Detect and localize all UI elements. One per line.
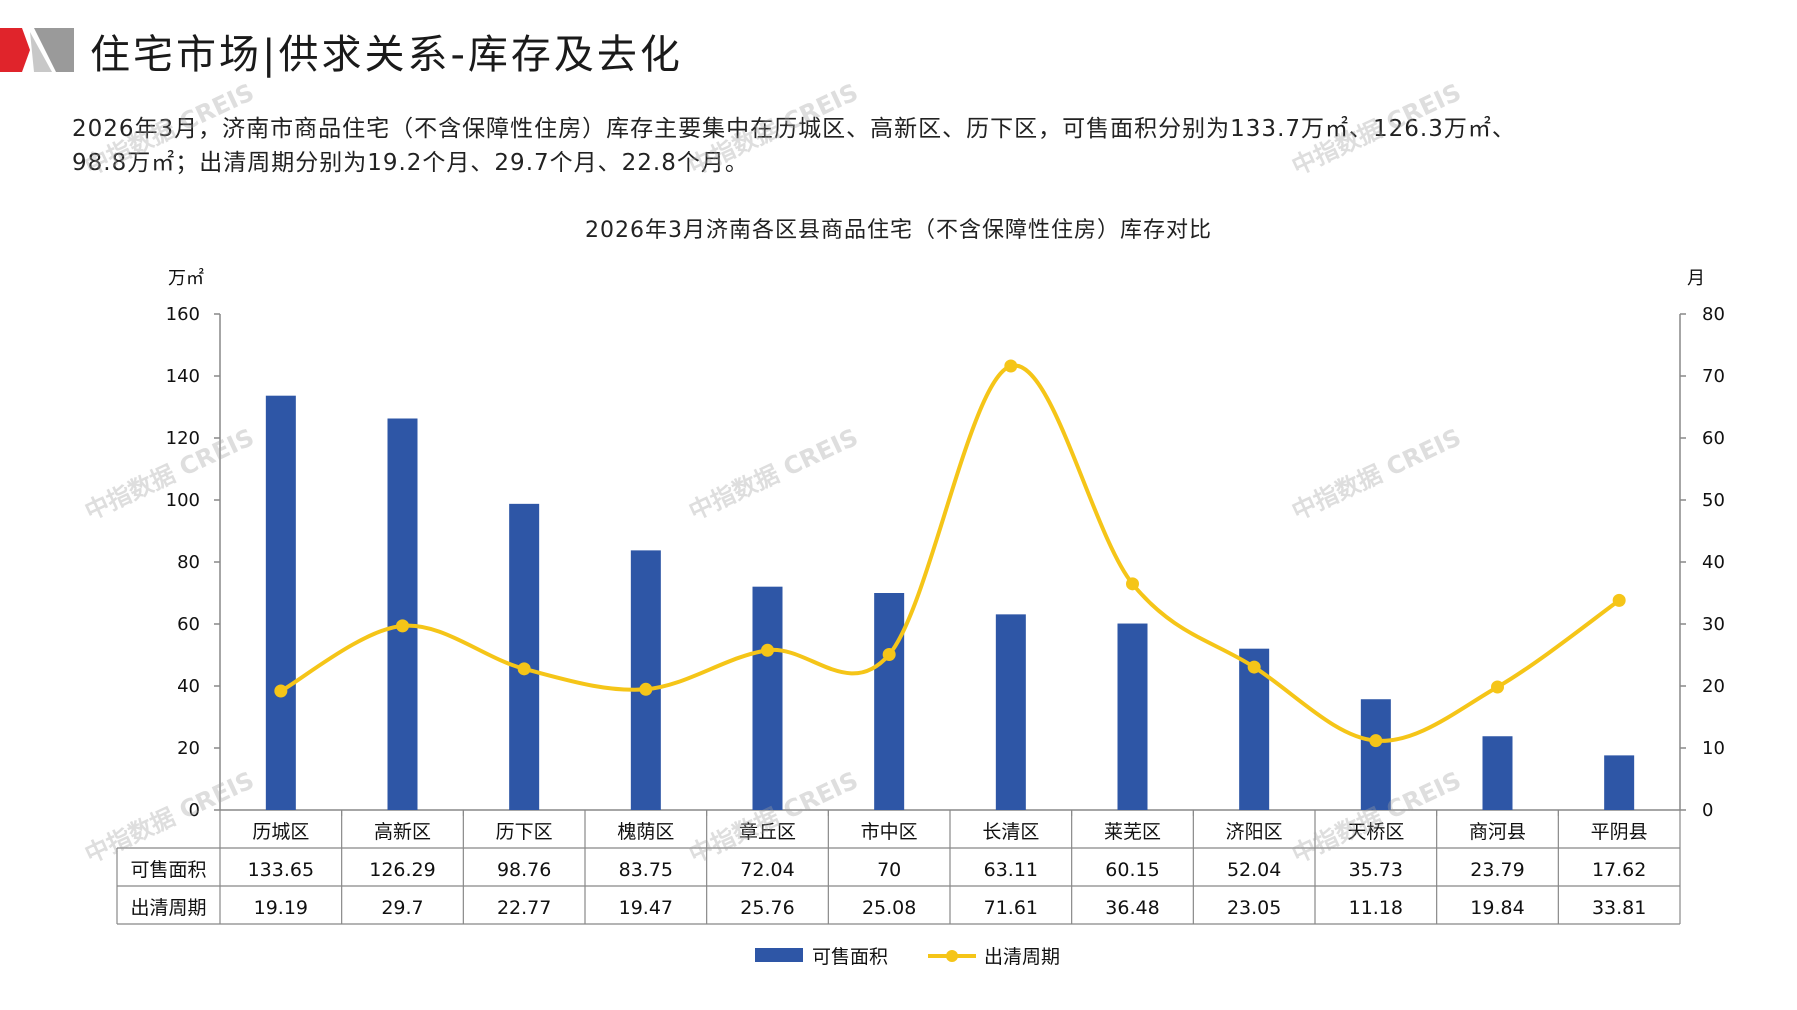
bar-1 bbox=[265, 395, 296, 810]
bar-data-label: 23.79 bbox=[1470, 859, 1524, 881]
line-point-10 bbox=[1369, 734, 1383, 748]
summary-line-1: 2026年3月，济南市商品住宅（不含保障性住房）库存主要集中在历城区、高新区、历… bbox=[72, 116, 1516, 142]
bar-10 bbox=[1360, 699, 1391, 810]
left-axis-tick-label: 140 bbox=[166, 366, 200, 387]
bar-data-label: 17.62 bbox=[1592, 859, 1646, 881]
left-axis-tick-label: 120 bbox=[166, 428, 200, 449]
page-title: 住宅市场|供求关系-库存及去化 bbox=[90, 32, 683, 78]
x-tick-label: 章丘区 bbox=[739, 821, 796, 843]
line-point-5 bbox=[761, 643, 774, 657]
left-axis-tick-label: 100 bbox=[166, 490, 200, 511]
bar-data-label: 60.15 bbox=[1105, 859, 1159, 881]
line-data-label: 23.05 bbox=[1227, 897, 1281, 919]
x-tick-label: 高新区 bbox=[374, 821, 431, 843]
right-axis-tick-label: 80 bbox=[1702, 304, 1725, 325]
line-point-11 bbox=[1491, 680, 1504, 694]
legend-label-bar: 可售面积 bbox=[812, 946, 888, 968]
x-tick-label: 历下区 bbox=[496, 821, 553, 843]
line-data-label: 29.7 bbox=[381, 897, 423, 919]
table-row-header: 可售面积 bbox=[130, 859, 206, 881]
line-point-1 bbox=[274, 684, 288, 698]
line-point-6 bbox=[882, 648, 896, 662]
bar-data-label: 63.11 bbox=[984, 859, 1038, 881]
bar-4 bbox=[630, 550, 661, 810]
bar-8 bbox=[1117, 623, 1148, 810]
table-row-header: 出清周期 bbox=[130, 897, 206, 919]
legend-swatch-bar bbox=[755, 948, 803, 962]
bar-12 bbox=[1604, 755, 1635, 810]
line-data-label: 19.84 bbox=[1470, 897, 1524, 919]
summary-line-2: 98.8万㎡；出清周期分别为19.2个月、29.7个月、22.8个月。 bbox=[72, 150, 749, 176]
bar-data-label: 70 bbox=[877, 859, 901, 881]
x-tick-label: 莱芜区 bbox=[1104, 821, 1161, 843]
line-data-label: 11.18 bbox=[1349, 897, 1403, 919]
x-tick-label: 济阳区 bbox=[1226, 821, 1283, 843]
left-axis-tick-label: 80 bbox=[177, 552, 200, 573]
x-tick-label: 槐荫区 bbox=[617, 821, 674, 843]
line-point-12 bbox=[1612, 593, 1626, 607]
left-axis-tick-label: 60 bbox=[177, 614, 200, 635]
right-axis-unit: 月 bbox=[1687, 268, 1705, 289]
right-axis-tick-label: 40 bbox=[1702, 552, 1725, 573]
bar-3 bbox=[509, 503, 540, 810]
right-axis-tick-label: 10 bbox=[1702, 738, 1725, 759]
bar-data-label: 52.04 bbox=[1227, 859, 1281, 881]
bar-data-label: 72.04 bbox=[740, 859, 794, 881]
line-data-label: 36.48 bbox=[1105, 897, 1159, 919]
bar-data-label: 133.65 bbox=[248, 859, 314, 881]
x-tick-label: 市中区 bbox=[861, 821, 918, 843]
bar-5 bbox=[752, 586, 783, 810]
line-data-label: 25.08 bbox=[862, 897, 916, 919]
bar-11 bbox=[1482, 736, 1513, 810]
line-point-8 bbox=[1126, 577, 1139, 591]
legend-label-line: 出清周期 bbox=[984, 946, 1060, 968]
bar-data-label: 35.73 bbox=[1349, 859, 1403, 881]
x-tick-label: 平阴县 bbox=[1591, 821, 1648, 843]
line-point-9 bbox=[1247, 660, 1261, 674]
right-axis-tick-label: 70 bbox=[1702, 366, 1725, 387]
line-data-label: 25.76 bbox=[740, 897, 794, 919]
left-axis-tick-label: 20 bbox=[177, 738, 200, 759]
bar-data-label: 126.29 bbox=[369, 859, 435, 881]
line-point-7 bbox=[1004, 359, 1018, 373]
bar-data-label: 83.75 bbox=[619, 859, 673, 881]
line-point-3 bbox=[517, 662, 531, 676]
right-axis-tick-label: 50 bbox=[1702, 490, 1725, 511]
summary-text: 2026年3月，济南市商品住宅（不含保障性住房）库存主要集中在历城区、高新区、历… bbox=[72, 112, 1732, 180]
logo-mark bbox=[0, 28, 74, 72]
legend-swatch-marker bbox=[946, 950, 958, 962]
chart-title: 2026年3月济南各区县商品住宅（不含保障性住房）库存对比 bbox=[585, 218, 1212, 243]
line-data-label: 19.19 bbox=[254, 897, 308, 919]
right-axis-tick-label: 30 bbox=[1702, 614, 1725, 635]
left-axis-tick-label: 40 bbox=[177, 676, 200, 697]
x-tick-label: 长清区 bbox=[982, 821, 1039, 843]
line-data-label: 71.61 bbox=[984, 897, 1038, 919]
bar-6 bbox=[874, 593, 905, 810]
line-point-2 bbox=[396, 619, 409, 633]
left-axis-tick-label: 0 bbox=[189, 800, 200, 821]
x-tick-label: 商河县 bbox=[1469, 821, 1526, 843]
left-axis-tick-label: 160 bbox=[166, 304, 200, 325]
x-tick-label: 天桥区 bbox=[1347, 821, 1404, 843]
line-series-path bbox=[279, 363, 1621, 743]
right-axis-tick-label: 0 bbox=[1702, 800, 1713, 821]
bar-7 bbox=[995, 614, 1026, 810]
line-data-label: 22.77 bbox=[497, 897, 551, 919]
line-data-label: 33.81 bbox=[1592, 897, 1646, 919]
right-axis-tick-label: 60 bbox=[1702, 428, 1725, 449]
bar-2 bbox=[387, 418, 418, 810]
line-data-label: 19.47 bbox=[619, 897, 673, 919]
bar-data-label: 98.76 bbox=[497, 859, 551, 881]
right-axis-tick-label: 20 bbox=[1702, 676, 1725, 697]
left-axis-unit: 万㎡ bbox=[168, 267, 204, 289]
x-tick-label: 历城区 bbox=[252, 821, 309, 843]
line-point-4 bbox=[639, 682, 653, 696]
